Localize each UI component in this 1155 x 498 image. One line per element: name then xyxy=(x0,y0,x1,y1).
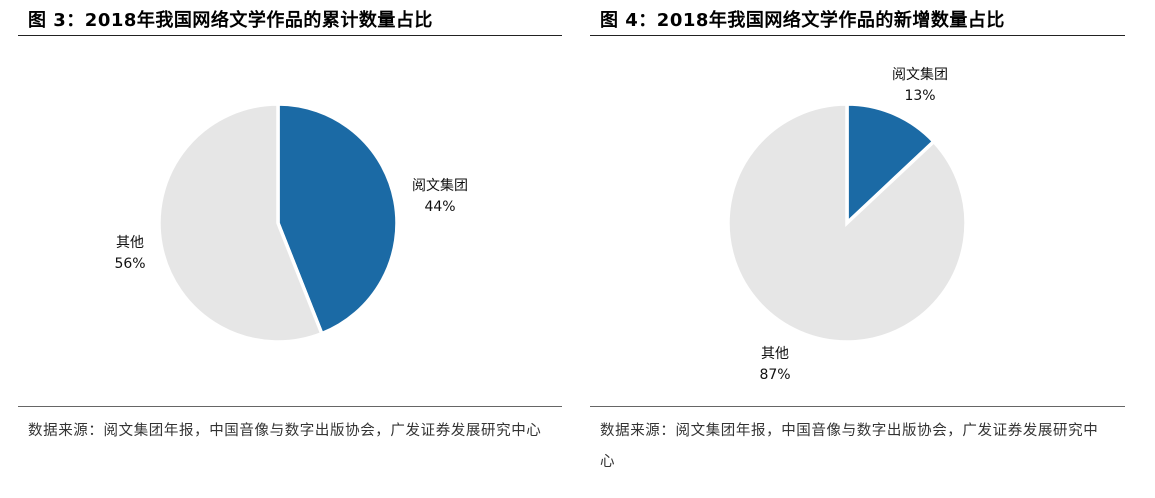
pie-slice-other xyxy=(726,102,968,344)
figure-3-pie-chart: 阅文集团 44% 其他 56% xyxy=(114,102,468,344)
figure-3-source-note: 数据来源：阅文集团年报，中国音像与数字出版协会，广发证券发展研究中心 xyxy=(28,423,542,439)
figure-3-top-rule xyxy=(18,35,562,36)
pie-slice-yuewen xyxy=(845,102,937,228)
slice-label-other: 其他 xyxy=(116,235,144,251)
slice-label-yuewen: 阅文集团 xyxy=(892,66,948,83)
figure-4-pie-chart: 阅文集团 13% 其他 87% xyxy=(726,66,968,383)
slice-label-yuewen: 阅文集团 xyxy=(412,177,468,194)
slice-value-label-other: 56% xyxy=(114,256,145,272)
figure-4-source-note: 数据来源：阅文集团年报，中国音像与数字出版协会，广发证券发展研究中心 xyxy=(600,423,1099,470)
slice-label-other: 其他 xyxy=(761,346,789,362)
figure-3-title: 图 3：2018年我国网络文学作品的累计数量占比 xyxy=(28,10,433,31)
pie-slice-yuewen xyxy=(276,102,399,336)
figure-3-panel: 图 3：2018年我国网络文学作品的累计数量占比 阅文集团 44% 其他 56% 数据… xyxy=(0,0,562,498)
slice-value-label-other: 87% xyxy=(759,367,790,383)
figure-4-top-rule xyxy=(590,35,1125,36)
pie-slice-other xyxy=(157,102,325,344)
figure-4-title: 图 4：2018年我国网络文学作品的新增数量占比 xyxy=(600,10,1005,31)
figure-4-bottom-rule xyxy=(590,406,1125,407)
slice-value-label-yuewen: 13% xyxy=(904,88,935,104)
figure-3-bottom-rule xyxy=(18,406,562,407)
slice-value-label-yuewen: 44% xyxy=(424,199,455,215)
figure-4-panel: 图 4：2018年我国网络文学作品的新增数量占比 阅文集团 13% 其他 87% 数据… xyxy=(590,0,1125,498)
